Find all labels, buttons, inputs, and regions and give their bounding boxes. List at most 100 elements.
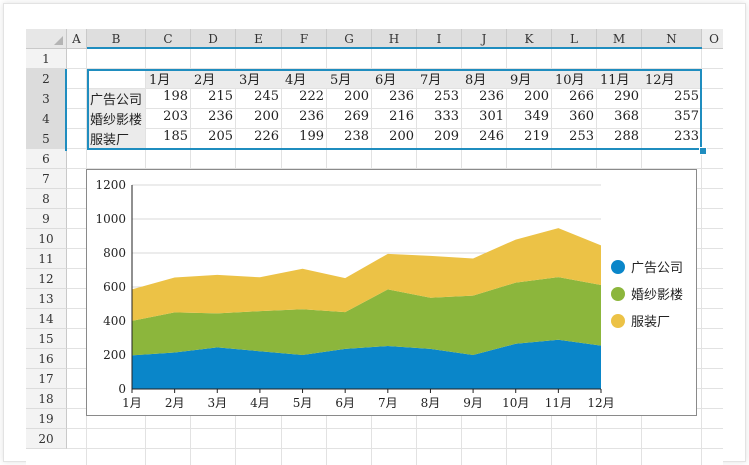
cell-category-name[interactable]: 服装厂 <box>90 133 130 148</box>
selected-range[interactable] <box>87 69 702 150</box>
cell-value[interactable]: 226 <box>254 129 279 144</box>
grid-line-horizontal <box>67 68 723 69</box>
row-header-12[interactable]: 12 <box>26 269 67 289</box>
row-header-1[interactable]: 1 <box>26 49 67 69</box>
row-header-3[interactable]: 3 <box>26 89 67 109</box>
column-header-h[interactable]: H <box>372 29 417 49</box>
row-header-8[interactable]: 8 <box>26 189 67 209</box>
cell-value[interactable]: 238 <box>344 129 369 144</box>
y-tick-label: 0 <box>118 382 126 396</box>
cell-value[interactable]: 205 <box>208 129 233 144</box>
cell-month-header[interactable]: 7月 <box>420 73 442 88</box>
cell-value[interactable]: 349 <box>524 109 549 124</box>
area-series-1[interactable] <box>132 339 601 389</box>
row-header-2[interactable]: 2 <box>26 69 67 89</box>
cell-value[interactable]: 200 <box>524 89 549 104</box>
cell-month-header[interactable]: 3月 <box>239 73 261 88</box>
grid-line-horizontal <box>67 448 723 449</box>
cell-value[interactable]: 236 <box>299 109 324 124</box>
cell-value[interactable]: 360 <box>569 109 594 124</box>
column-header-f[interactable]: F <box>282 29 327 49</box>
cell-value[interactable]: 357 <box>674 109 699 124</box>
row-header-9[interactable]: 9 <box>26 209 67 229</box>
cell-value[interactable]: 301 <box>479 109 504 124</box>
row-header-15[interactable]: 15 <box>26 329 67 349</box>
cell-value[interactable]: 255 <box>674 89 699 104</box>
cell-month-header[interactable]: 11月 <box>600 73 630 88</box>
cell-value[interactable]: 236 <box>208 109 233 124</box>
cell-value[interactable]: 333 <box>434 109 459 124</box>
row-header-17[interactable]: 17 <box>26 369 67 389</box>
area-series-3[interactable] <box>132 228 601 321</box>
cell-month-header[interactable]: 5月 <box>330 73 352 88</box>
cell-value[interactable]: 216 <box>389 109 414 124</box>
cell-value[interactable]: 290 <box>614 89 639 104</box>
cell-value[interactable]: 245 <box>254 89 279 104</box>
cell-value[interactable]: 199 <box>299 129 324 144</box>
x-tick-label: 12月 <box>587 396 614 410</box>
cell-value[interactable]: 200 <box>254 109 279 124</box>
column-header-b[interactable]: B <box>87 29 146 49</box>
column-header-l[interactable]: L <box>552 29 597 49</box>
row-header-18[interactable]: 18 <box>26 389 67 409</box>
cell-value[interactable]: 233 <box>674 129 699 144</box>
cell-category-name[interactable]: 婚纱影楼 <box>90 113 143 128</box>
row-header-10[interactable]: 10 <box>26 229 67 249</box>
cell-month-header[interactable]: 8月 <box>465 73 487 88</box>
cell-value[interactable]: 222 <box>299 89 324 104</box>
row-header-6[interactable]: 6 <box>26 149 67 169</box>
cell-value[interactable]: 253 <box>434 89 459 104</box>
cell-value[interactable]: 200 <box>344 89 369 104</box>
cell-value[interactable]: 219 <box>524 129 549 144</box>
cell-value[interactable]: 185 <box>163 129 188 144</box>
cell-category-name[interactable]: 广告公司 <box>90 93 143 108</box>
cell-month-header[interactable]: 4月 <box>285 73 307 88</box>
fill-handle[interactable] <box>699 147 707 155</box>
row-header-13[interactable]: 13 <box>26 289 67 309</box>
row-header-14[interactable]: 14 <box>26 309 67 329</box>
select-all-corner[interactable] <box>26 29 67 49</box>
column-header-o[interactable]: O <box>702 29 723 49</box>
column-header-i[interactable]: I <box>417 29 462 49</box>
cell-value[interactable]: 198 <box>163 89 188 104</box>
row-header-16[interactable]: 16 <box>26 349 67 369</box>
column-header-n[interactable]: N <box>642 29 702 49</box>
cell-month-header[interactable]: 6月 <box>375 73 397 88</box>
stacked-area-chart[interactable]: 0 200 400 600 800 1000 1200 1月 2月 3月 4月 5月 6月 7月 8月 9月 1… <box>86 169 697 416</box>
cell-month-header[interactable]: 2月 <box>194 73 216 88</box>
cell-month-header[interactable]: 9月 <box>510 73 532 88</box>
column-header-m[interactable]: M <box>597 29 642 49</box>
cell-month-header[interactable]: 10月 <box>555 73 585 88</box>
column-header-c[interactable]: C <box>146 29 191 49</box>
column-header-a[interactable]: A <box>67 29 87 49</box>
cell-value[interactable]: 200 <box>389 129 414 144</box>
cell-value[interactable]: 266 <box>569 89 594 104</box>
month-header-shading <box>146 69 702 88</box>
row-header-20[interactable]: 20 <box>26 429 67 449</box>
row-header-11[interactable]: 11 <box>26 249 67 269</box>
cell-value[interactable]: 246 <box>479 129 504 144</box>
row-header-5[interactable]: 5 <box>26 129 67 149</box>
column-header-d[interactable]: D <box>191 29 236 49</box>
cell-value[interactable]: 269 <box>344 109 369 124</box>
area-series-2[interactable] <box>132 277 601 356</box>
cell-value[interactable]: 209 <box>434 129 459 144</box>
cell-value[interactable]: 368 <box>614 109 639 124</box>
column-header-k[interactable]: K <box>507 29 552 49</box>
row-header-19[interactable]: 19 <box>26 409 67 429</box>
cell-value[interactable]: 215 <box>208 89 233 104</box>
cell-value[interactable]: 236 <box>389 89 414 104</box>
y-tick-label: 800 <box>103 246 126 260</box>
row-header-7[interactable]: 7 <box>26 169 67 189</box>
cell-month-header[interactable]: 12月 <box>645 73 675 88</box>
column-header-e[interactable]: E <box>236 29 282 49</box>
row-header-4[interactable]: 4 <box>26 109 67 129</box>
cell-value[interactable]: 236 <box>479 89 504 104</box>
cell-value[interactable]: 203 <box>163 109 188 124</box>
cell-value[interactable]: 288 <box>614 129 639 144</box>
column-header-j[interactable]: J <box>462 29 507 49</box>
cell-value[interactable]: 253 <box>569 129 594 144</box>
cell-month-header[interactable]: 1月 <box>149 73 171 88</box>
column-header-g[interactable]: G <box>327 29 372 49</box>
